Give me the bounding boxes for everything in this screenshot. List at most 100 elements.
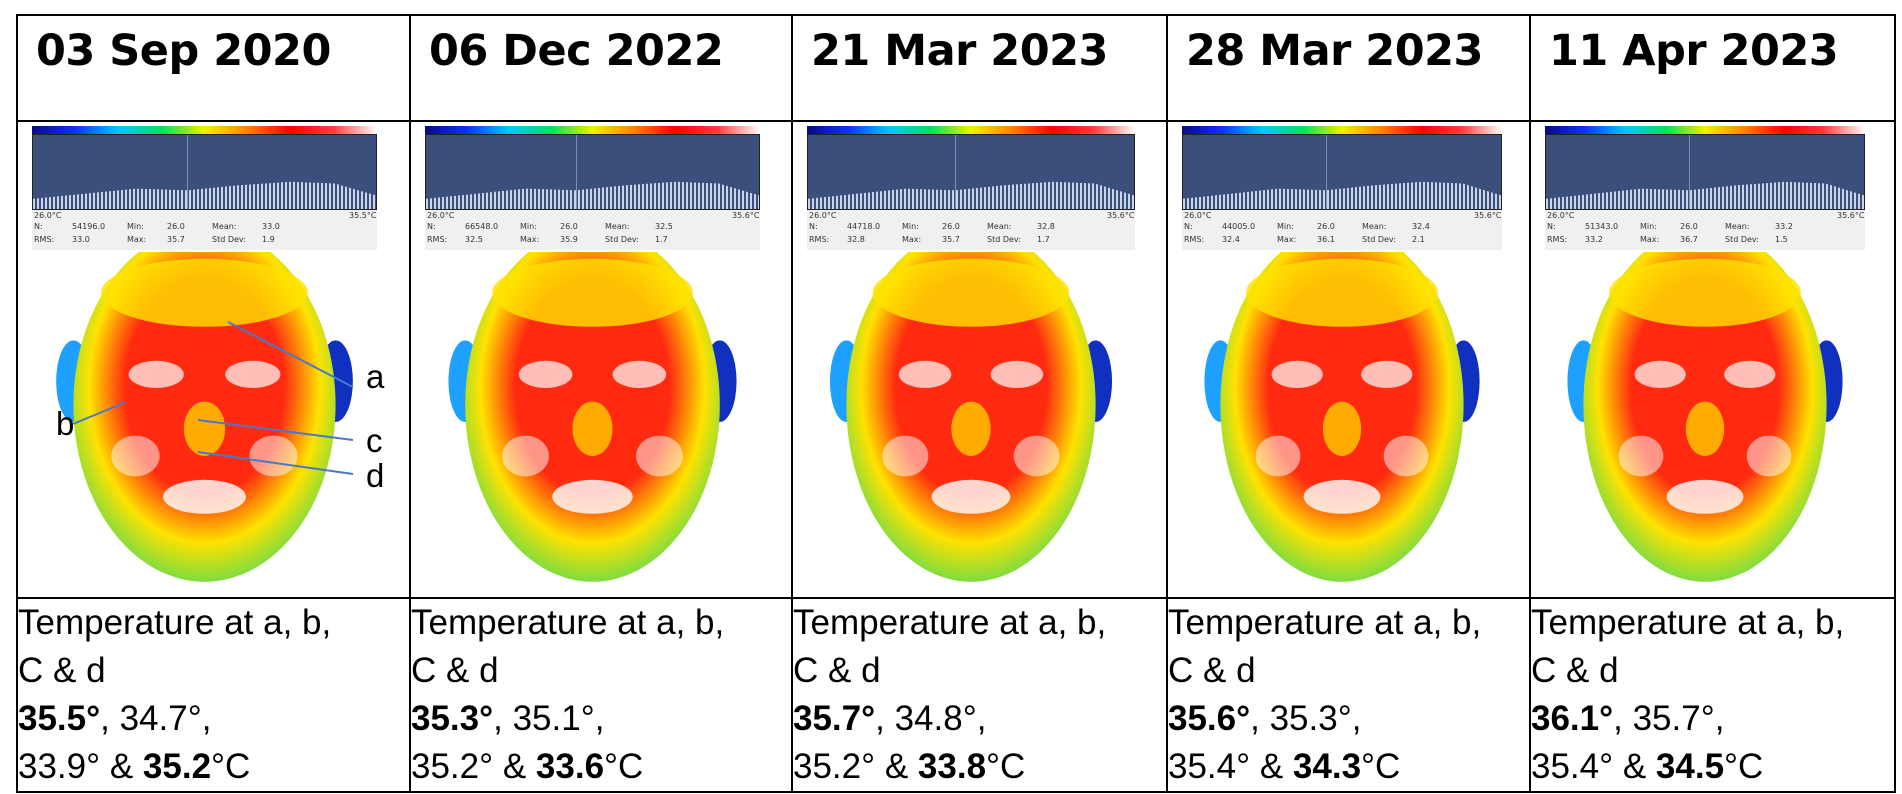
temperature-cell: Temperature at a, b, C & d 35.6°, 35.3°,… xyxy=(1166,597,1531,793)
thermal-image-cell: 26.0°C 35.6°C N: 44718.0 Min: 26.0 Mean: 32.8 RM… xyxy=(791,120,1168,599)
histogram-bars xyxy=(1183,181,1501,209)
stat-value: 26.0 xyxy=(1317,222,1335,231)
stat-label: Std Dev: xyxy=(212,235,246,244)
temperature-label: Temperature at a, b, xyxy=(1531,603,1845,642)
histogram-bars xyxy=(1546,181,1864,209)
temp-a: 35.7° xyxy=(793,699,876,738)
histogram-stats: 26.0°C 35.6°C N: 51343.0 Min: 26.0 Mean: 33.2 RM… xyxy=(1545,210,1865,250)
image-row: 26.0°C 35.5°C N: 54196.0 Min: 26.0 Mean: 33.0 RM… xyxy=(16,120,1896,599)
thermal-histogram-panel: 26.0°C 35.6°C N: 66548.0 Min: 26.0 Mean: 32.5 RM… xyxy=(425,126,760,250)
stat-label: Mean: xyxy=(212,222,237,231)
temp-unit: °C xyxy=(986,747,1026,786)
temperature-label: Temperature at a, b, xyxy=(793,603,1107,642)
stat-label: N: xyxy=(809,222,818,231)
temperature-histogram xyxy=(1545,134,1865,210)
stat-value: 33.0 xyxy=(262,222,280,231)
stat-scale-min: 26.0°C xyxy=(1547,211,1575,220)
stat-value: 66548.0 xyxy=(465,222,499,231)
thermal-histogram-panel: 26.0°C 35.6°C N: 44005.0 Min: 26.0 Mean: 32.4 RM… xyxy=(1182,126,1502,250)
temp-c: 35.2° & xyxy=(411,747,536,786)
stat-label: Min: xyxy=(1640,222,1657,231)
histogram-divider xyxy=(575,135,577,209)
temperature-histogram xyxy=(807,134,1135,210)
temp-unit: °C xyxy=(1724,747,1764,786)
stat-label: N: xyxy=(34,222,43,231)
temp-a: 35.6° xyxy=(1168,699,1251,738)
temperature-label: Temperature at a, b, xyxy=(18,603,332,642)
stat-value: 32.5 xyxy=(655,222,673,231)
histogram-bars xyxy=(808,181,1134,209)
temp-b: , 34.8°, xyxy=(875,699,987,738)
stat-label: Std Dev: xyxy=(605,235,639,244)
temperature-values-ab: 35.5°, 34.7°, xyxy=(18,695,409,743)
thermal-image-cell: 26.0°C 35.6°C N: 51343.0 Min: 26.0 Mean: 33.2 RM… xyxy=(1529,120,1896,599)
stat-scale-min: 26.0°C xyxy=(427,211,455,220)
marker-d-label: d xyxy=(366,457,385,494)
stat-label: RMS: xyxy=(809,235,830,244)
date-cell: 28 Mar 2023 xyxy=(1166,14,1531,122)
stat-value: 36.1 xyxy=(1317,235,1335,244)
thermal-face-image xyxy=(807,252,1135,592)
stat-label: Max: xyxy=(520,235,540,244)
temperature-label: Temperature at a, b, xyxy=(411,603,725,642)
color-scale-bar xyxy=(1545,126,1865,134)
stat-value: 32.5 xyxy=(465,235,483,244)
date-label: 28 Mar 2023 xyxy=(1186,26,1483,76)
temperature-values-ab: 36.1°, 35.7°, xyxy=(1531,695,1894,743)
temperature-values-ab: 35.6°, 35.3°, xyxy=(1168,695,1529,743)
stat-label: Max: xyxy=(127,235,147,244)
temp-c: 33.9° & xyxy=(18,747,143,786)
marker-c-label: c xyxy=(366,422,383,459)
temp-c: 35.4° & xyxy=(1531,747,1656,786)
temperature-values-cd: 35.2° & 33.6°C xyxy=(411,743,791,791)
stat-label: RMS: xyxy=(1184,235,1205,244)
stat-value: 33.2 xyxy=(1585,235,1603,244)
stat-scale-min: 26.0°C xyxy=(809,211,837,220)
stat-label: Max: xyxy=(902,235,922,244)
date-row: 03 Sep 2020 06 Dec 2022 21 Mar 2023 28 M… xyxy=(16,14,1896,122)
temperature-cell: Temperature at a, b, C & d 36.1°, 35.7°,… xyxy=(1529,597,1896,793)
stat-label: N: xyxy=(427,222,436,231)
stat-value: 2.1 xyxy=(1412,235,1425,244)
stat-value: 33.2 xyxy=(1775,222,1793,231)
temp-d: 33.8 xyxy=(917,747,987,786)
thermal-image-cell: 26.0°C 35.6°C N: 66548.0 Min: 26.0 Mean: 32.5 RM… xyxy=(409,120,793,599)
stat-label: Mean: xyxy=(605,222,630,231)
stat-value: 1.7 xyxy=(655,235,668,244)
histogram-stats: 26.0°C 35.6°C N: 66548.0 Min: 26.0 Mean: 32.5 RM… xyxy=(425,210,760,250)
stat-scale-max: 35.6°C xyxy=(1837,211,1865,220)
stat-value: 44718.0 xyxy=(847,222,881,231)
annotation-leader-lines xyxy=(72,321,354,475)
stat-label: Max: xyxy=(1277,235,1297,244)
stat-scale-max: 35.6°C xyxy=(1107,211,1135,220)
stat-value: 35.9 xyxy=(560,235,578,244)
stat-value: 51343.0 xyxy=(1585,222,1619,231)
thermal-comparison-table: 03 Sep 2020 06 Dec 2022 21 Mar 2023 28 M… xyxy=(16,14,1896,793)
thermal-face-image xyxy=(1545,252,1865,592)
stat-value: 26.0 xyxy=(1680,222,1698,231)
date-label: 11 Apr 2023 xyxy=(1549,26,1839,76)
stat-value: 26.0 xyxy=(560,222,578,231)
temp-a: 35.3° xyxy=(411,699,494,738)
color-scale-bar xyxy=(425,126,760,134)
histogram-divider xyxy=(1326,135,1328,209)
stat-label: RMS: xyxy=(427,235,448,244)
temp-d: 33.6 xyxy=(535,747,605,786)
date-label: 21 Mar 2023 xyxy=(811,26,1108,76)
thermal-histogram-panel: 26.0°C 35.6°C N: 44718.0 Min: 26.0 Mean: 32.8 RM… xyxy=(807,126,1135,250)
temp-d: 34.5 xyxy=(1655,747,1725,786)
date-cell: 11 Apr 2023 xyxy=(1529,14,1896,122)
stat-value: 26.0 xyxy=(942,222,960,231)
histogram-stats: 26.0°C 35.6°C N: 44718.0 Min: 26.0 Mean: 32.8 RM… xyxy=(807,210,1135,250)
stat-label: Std Dev: xyxy=(1725,235,1759,244)
temperature-label-points: C & d xyxy=(18,651,106,690)
temp-unit: °C xyxy=(211,747,251,786)
stat-value: 35.7 xyxy=(942,235,960,244)
stat-value: 26.0 xyxy=(167,222,185,231)
temperature-label: Temperature at a, b, xyxy=(1168,603,1482,642)
temperature-histogram xyxy=(1182,134,1502,210)
stat-value: 32.8 xyxy=(1037,222,1055,231)
marker-b-label: b xyxy=(56,405,75,442)
stat-label: N: xyxy=(1184,222,1193,231)
temp-a: 35.5° xyxy=(18,699,101,738)
